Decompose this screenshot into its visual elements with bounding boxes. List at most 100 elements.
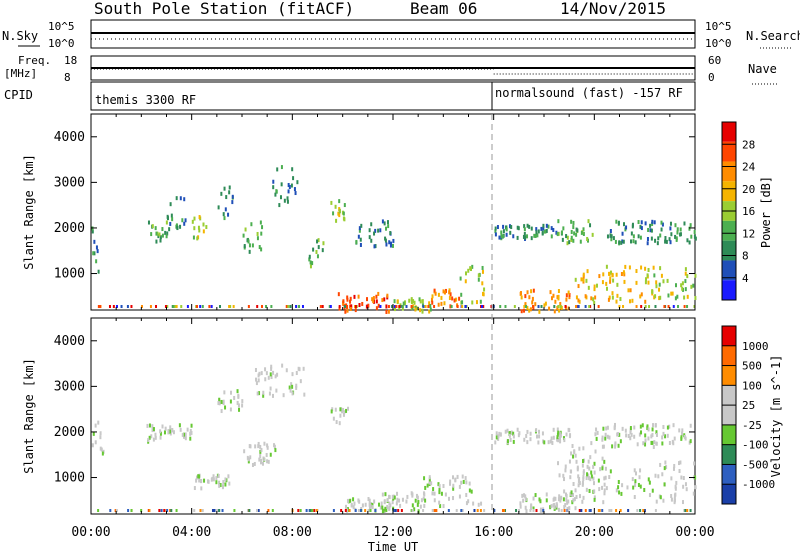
range-gate-cell (651, 219, 654, 224)
range-gate-cell (154, 435, 157, 440)
ground-scatter-cell (684, 509, 687, 512)
colorbar-tick-label: -100 (742, 439, 769, 452)
range-gate-cell (263, 441, 266, 446)
range-gate-cell (671, 439, 674, 444)
range-gate-cell (309, 264, 312, 269)
range-gate-cell (623, 222, 626, 227)
range-gate-cell (403, 301, 406, 306)
range-gate-cell (552, 503, 555, 508)
range-gate-cell (588, 476, 591, 481)
range-gate-cell (651, 432, 654, 437)
range-gate-cell (256, 231, 259, 236)
range-gate-cell (680, 435, 683, 440)
range-gate-cell (655, 280, 658, 285)
ground-scatter-cell (313, 509, 316, 512)
range-gate-cell (225, 195, 228, 200)
ground-scatter-cell (309, 509, 312, 512)
range-gate-cell (640, 265, 643, 270)
range-gate-cell (668, 424, 671, 429)
ground-scatter-cell (298, 305, 301, 308)
range-gate-cell (342, 412, 345, 417)
range-gate-cell (172, 430, 175, 435)
range-gate-cell (634, 240, 637, 245)
range-gate-cell (494, 229, 497, 234)
range-gate-cell (522, 234, 525, 239)
ground-scatter-cell (654, 509, 657, 512)
range-gate-cell (465, 271, 468, 276)
colorbar-segment (722, 220, 736, 241)
range-gate-cell (350, 304, 353, 309)
range-gate-cell (567, 427, 570, 432)
range-gate-cell (576, 465, 579, 470)
range-gate-cell (150, 434, 153, 439)
scatter-region (254, 363, 306, 398)
range-gate-cell (557, 497, 560, 502)
range-gate-cell (661, 222, 664, 227)
range-gate-cell (294, 191, 297, 196)
range-gate-cell (570, 451, 573, 456)
range-gate-cell (526, 234, 529, 239)
range-gate-cell (387, 309, 390, 314)
range-gate-cell (262, 390, 265, 395)
range-gate-cell (512, 439, 515, 444)
range-gate-cell (665, 239, 668, 244)
range-gate-cell (520, 309, 523, 314)
range-gate-cell (694, 475, 697, 480)
colorbar-tick-label: 20 (742, 183, 755, 196)
ground-scatter-cell (180, 305, 183, 308)
range-gate-cell (621, 483, 624, 488)
range-gate-cell (198, 474, 201, 479)
range-gate-cell (475, 300, 478, 305)
ground-scatter-cell (490, 305, 493, 308)
range-gate-cell (644, 299, 647, 304)
range-gate-cell (375, 306, 378, 311)
range-gate-cell (574, 453, 577, 458)
noise-left-tick-top: 10^5 (48, 20, 75, 33)
range-gate-cell (338, 213, 341, 218)
range-gate-cell (367, 497, 370, 502)
range-gate-cell (186, 427, 189, 432)
range-gate-cell (292, 176, 295, 181)
range-gate-cell (553, 309, 556, 314)
range-gate-cell (512, 434, 515, 439)
ground-scatter-cell (667, 305, 670, 308)
range-gate-cell (550, 226, 553, 231)
range-gate-cell (309, 260, 312, 265)
ground-scatter-cell (130, 305, 133, 308)
range-gate-cell (549, 290, 552, 295)
range-gate-cell (510, 225, 513, 230)
y-tick-label: 4000 (54, 130, 85, 145)
range-gate-cell (237, 394, 240, 399)
range-gate-cell (390, 241, 393, 246)
range-gate-cell (286, 199, 289, 204)
range-gate-cell (217, 205, 220, 210)
range-gate-cell (661, 441, 664, 446)
velocity-colorbar: 1000 500 100 25 -25 -100 -500 -1000 (721, 325, 775, 505)
range-gate-cell (547, 440, 550, 445)
range-gate-cell (557, 438, 560, 443)
range-gate-cell (547, 224, 550, 229)
range-gate-cell (631, 477, 634, 482)
range-gate-cell (385, 309, 388, 314)
range-gate-cell (658, 296, 661, 301)
ground-scatter-cell (639, 509, 642, 512)
range-gate-cell (570, 219, 573, 224)
range-gate-cell (549, 439, 552, 444)
range-gate-cell (693, 230, 696, 235)
range-gate-cell (371, 505, 374, 510)
range-gate-cell (413, 507, 416, 512)
range-gate-cell (618, 240, 621, 245)
range-gate-cell (634, 479, 637, 484)
range-gate-cell (593, 287, 596, 292)
ground-scatter-cell (517, 509, 520, 512)
range-gate-cell (433, 288, 436, 293)
range-gate-cell (380, 501, 383, 506)
range-gate-cell (601, 485, 604, 490)
range-gate-cell (316, 254, 319, 259)
velocity-ylabel: Slant Range [km] (22, 358, 36, 474)
range-gate-cell (654, 294, 657, 299)
range-gate-cell (165, 234, 168, 239)
range-gate-cell (281, 363, 284, 368)
range-gate-cell (653, 220, 656, 225)
scatter-region (330, 199, 346, 223)
